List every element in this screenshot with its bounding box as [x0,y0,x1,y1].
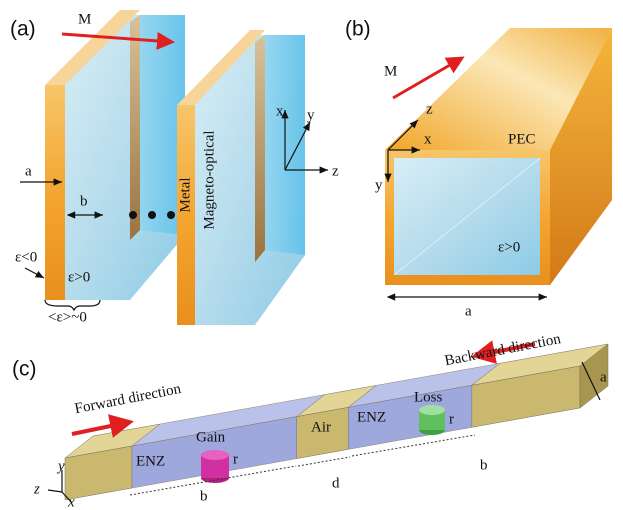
layer-label: Metal [177,178,193,213]
loss-cylinder-top [419,405,445,415]
pointer [25,268,44,278]
region-label: Air [311,419,331,435]
ellipsis [167,211,175,219]
material-label: ε<0 [15,249,37,265]
field-label: M [384,63,397,79]
region-label: Gain [196,429,226,445]
metal-layer [45,85,65,300]
axis-label: y [375,177,383,193]
layer-label: Magneto-optical [201,130,217,229]
material-label: ε>0 [498,239,520,255]
gain-cylinder-top [201,450,229,460]
dimension-label: a [25,163,32,179]
slab-inner [255,35,265,262]
panel-b: (b) M x z y PEC ε>0 a [345,18,612,320]
panel-a: (a) M Metal Magneto-optical x y z a b ε<… [10,10,339,325]
ellipsis [148,211,156,219]
axis-label: x [276,103,284,119]
field-label: M [78,11,91,27]
material-label: ε>0 [68,269,90,285]
material-label: <ε>~0 [48,309,87,325]
axis-label: z [426,101,433,117]
axis-label: z [332,163,339,179]
metal-layer [177,105,195,325]
region-label: ENZ [357,409,386,425]
dimension-label: a [600,369,607,385]
dimension-label: b [480,457,488,473]
axis-label: x [67,494,75,510]
pec-label: PEC [508,131,536,147]
axis-label: y [56,458,65,474]
radius-label: r [233,451,238,467]
region-label: Loss [414,389,443,405]
dimension-label: b [80,193,88,209]
dimension-label: d [332,475,340,491]
panel-label: (a) [10,18,36,41]
panel-label: (b) [345,18,371,41]
direction-label: Forward direction [73,381,182,417]
dimension-line [298,457,350,466]
panel-c: (c) Forward direction Backward direction… [12,331,608,510]
panel-label: (c) [12,358,37,381]
axis [48,490,62,492]
slab-inner [130,15,140,240]
axis-label: y [307,107,315,123]
dimension-label: a [465,303,472,319]
axis-label: z [33,481,40,497]
region-label: ENZ [136,453,165,469]
radius-label: r [449,411,454,427]
figure: (a) M Metal Magneto-optical x y z a b ε<… [0,0,623,510]
ellipsis [129,211,137,219]
axis-label: x [424,131,432,147]
dimension-label: b [200,488,208,504]
